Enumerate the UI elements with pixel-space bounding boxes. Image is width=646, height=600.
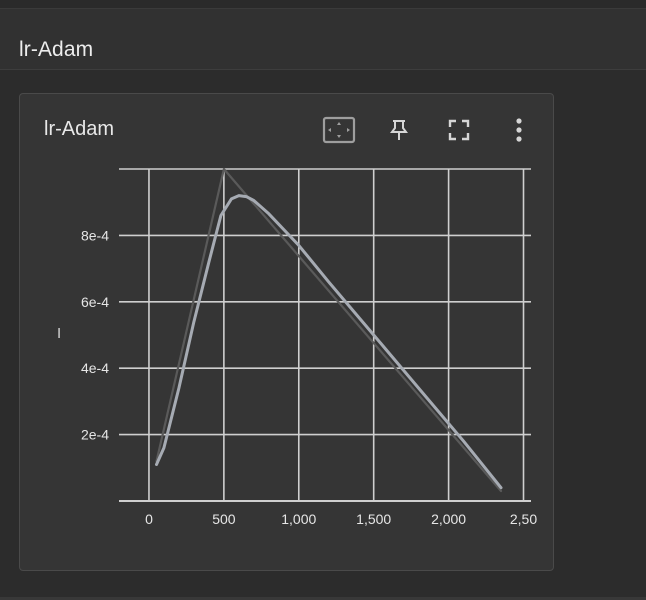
x-tick-label: 2,50	[510, 511, 537, 527]
fit-domain-button[interactable]	[321, 112, 357, 148]
x-axis-ticks: 0 500 1,000 1,500 2,000 2,50	[145, 511, 537, 527]
y-tick-label: 6e-4	[81, 294, 109, 310]
fullscreen-icon	[448, 119, 470, 141]
chart-card: lr-Adam 0 500 1,000 1,500 2,000 2,50 2e-4 4e-4…	[19, 93, 554, 571]
more-options-button[interactable]	[501, 112, 537, 148]
y-tick-label: 8e-4	[81, 227, 109, 243]
line-chart[interactable]: 0 500 1,000 1,500 2,000 2,50 2e-4 4e-4 6e-4 8e-4…	[20, 94, 555, 572]
raw-series-line	[155, 167, 503, 493]
grid	[119, 168, 531, 502]
pin-icon	[390, 120, 408, 140]
x-tick-label: 2,000	[431, 511, 466, 527]
y-axis-ticks: 2e-4 4e-4 6e-4 8e-4	[81, 227, 109, 442]
x-tick-label: 0	[145, 511, 153, 527]
fit-to-data-icon	[322, 116, 356, 144]
x-tick-label: 500	[212, 511, 236, 527]
more-vert-icon	[516, 118, 522, 142]
section-title: lr-Adam	[19, 38, 94, 61]
x-tick-label: 1,500	[356, 511, 391, 527]
bottom-divider	[0, 597, 646, 600]
fullscreen-button[interactable]	[441, 112, 477, 148]
y-tick-label: 4e-4	[81, 360, 109, 376]
smoothed-series-line	[155, 194, 503, 490]
section-header[interactable]: lr-Adam	[0, 9, 646, 70]
top-divider	[0, 0, 646, 9]
series	[155, 167, 503, 493]
y-axis-label: l	[57, 325, 60, 341]
card-title: lr-Adam	[44, 118, 115, 140]
y-tick-label: 2e-4	[81, 427, 109, 443]
x-tick-label: 1,000	[281, 511, 316, 527]
pin-button[interactable]	[381, 112, 417, 148]
